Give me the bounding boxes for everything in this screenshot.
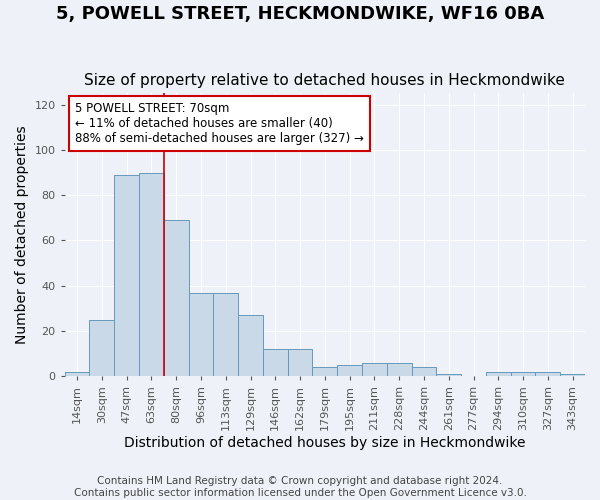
Bar (139, 172, 164, 376)
Y-axis label: Number of detached properties: Number of detached properties (15, 126, 29, 344)
Text: 5 POWELL STREET: 70sqm
← 11% of detached houses are smaller (40)
88% of semi-det: 5 POWELL STREET: 70sqm ← 11% of detached… (75, 102, 364, 145)
Bar (511, 372, 535, 376)
Bar (313, 367, 337, 376)
Bar (65, 372, 89, 376)
Bar (337, 365, 362, 376)
Bar (263, 349, 287, 376)
X-axis label: Distribution of detached houses by size in Heckmondwike: Distribution of detached houses by size … (124, 436, 526, 450)
Bar (560, 374, 585, 376)
Bar (164, 220, 188, 376)
Bar (89, 320, 114, 376)
Bar (362, 362, 387, 376)
Bar (486, 372, 511, 376)
Text: 5, POWELL STREET, HECKMONDWIKE, WF16 0BA: 5, POWELL STREET, HECKMONDWIKE, WF16 0BA (56, 5, 544, 23)
Bar (412, 367, 436, 376)
Bar (214, 292, 238, 376)
Text: Contains HM Land Registry data © Crown copyright and database right 2024.
Contai: Contains HM Land Registry data © Crown c… (74, 476, 526, 498)
Title: Size of property relative to detached houses in Heckmondwike: Size of property relative to detached ho… (85, 73, 565, 88)
Bar (387, 362, 412, 376)
Bar (114, 175, 139, 376)
Bar (436, 374, 461, 376)
Bar (238, 315, 263, 376)
Bar (287, 349, 313, 376)
Bar (188, 292, 214, 376)
Bar (535, 372, 560, 376)
